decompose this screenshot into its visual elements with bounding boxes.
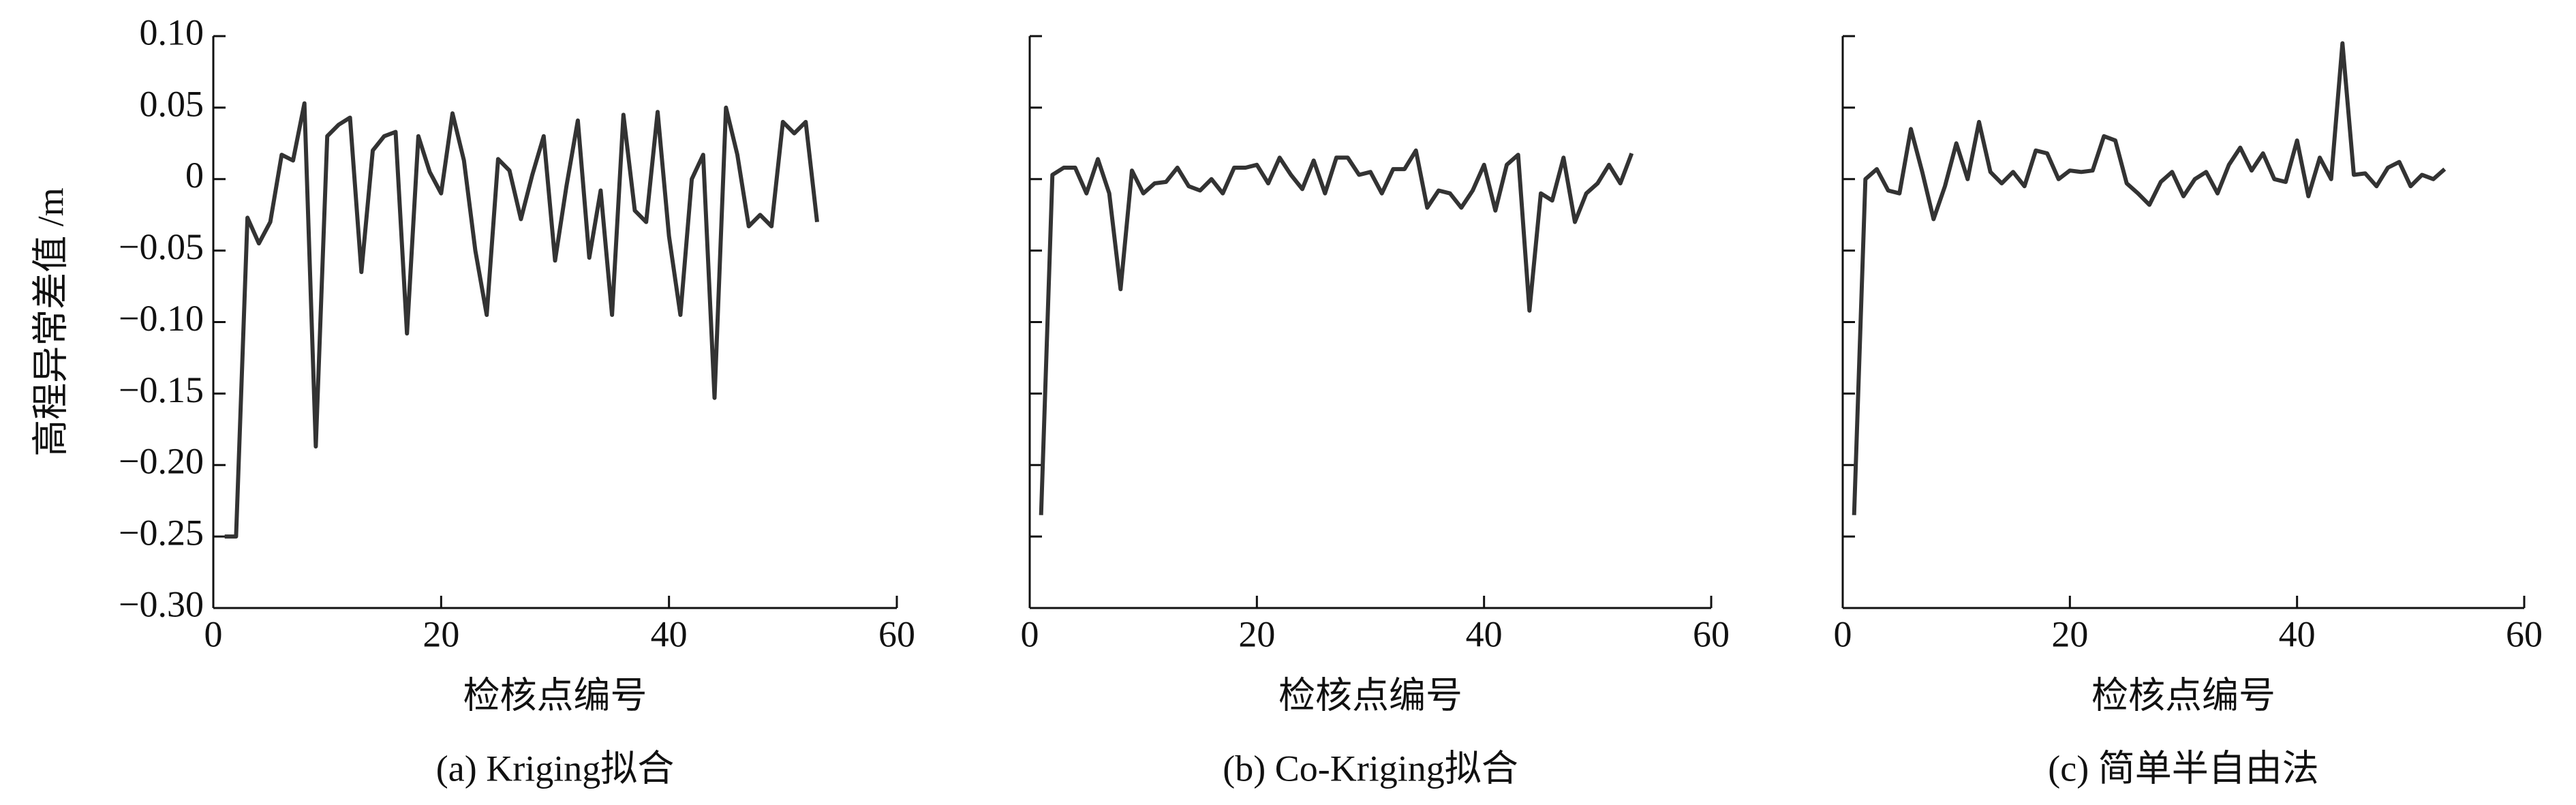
y-tick-label: −0.30 [119,583,204,624]
y-tick-label: 0 [185,155,204,196]
x-tick-label: 60 [1693,613,1730,654]
x-tick-label: 0 [1834,613,1852,654]
data-line [224,101,819,539]
caption: (b) Co-Kriging拟合 [1223,748,1518,789]
y-tick-label: −0.20 [119,441,204,482]
y-tick-label: −0.25 [119,513,204,553]
x-tick-label: 40 [2279,613,2316,654]
x-tick-label: 40 [1466,613,1503,654]
x-tick-label: 60 [2506,613,2543,654]
x-tick-label: 40 [651,613,688,654]
y-tick-label: −0.10 [119,298,204,339]
caption: (c) 简单半自由法 [2048,748,2318,789]
x-tick-label: 0 [1021,613,1039,654]
x-tick-label: 20 [2051,613,2088,654]
x-axis-label: 检核点编号 [2091,675,2275,716]
data-line [1039,148,1634,515]
y-tick-label: −0.05 [119,226,204,267]
y-tick-label: −0.15 [119,369,204,410]
y-axis-label: 高程异常差值 /m [30,187,71,457]
y-tick-label: 0.05 [140,83,204,124]
x-tick-label: 20 [1238,613,1275,654]
x-tick-label: 0 [204,613,223,654]
y-tick-label: 0.10 [140,12,204,52]
x-axis-label: 检核点编号 [463,675,647,716]
x-tick-label: 60 [878,613,915,654]
x-tick-label: 20 [423,613,459,654]
data-line [1852,41,2447,515]
caption: (a) Kriging拟合 [436,748,674,789]
x-axis-label: 检核点编号 [1278,675,1462,716]
